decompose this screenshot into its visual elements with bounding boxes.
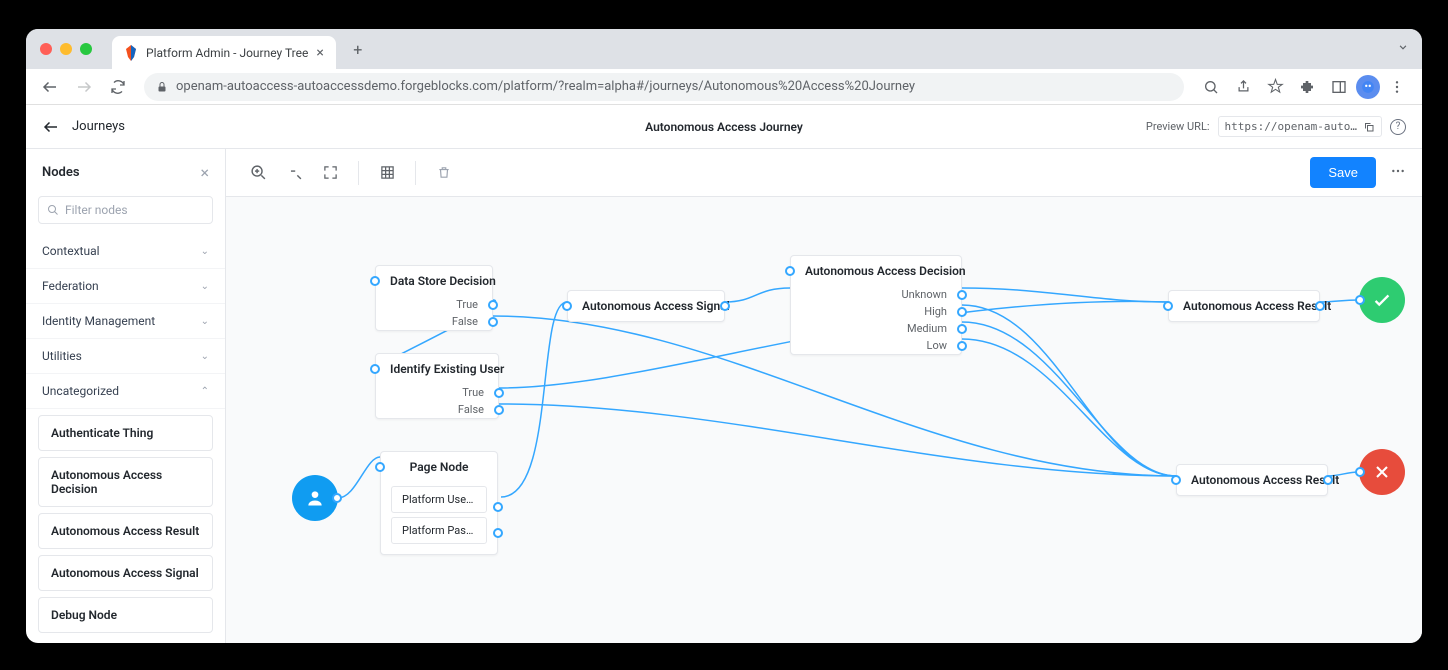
journey-title: Autonomous Access Journey: [645, 120, 803, 134]
save-button[interactable]: Save: [1310, 157, 1376, 188]
back-button[interactable]: [36, 73, 64, 101]
browser-tab[interactable]: Platform Admin - Journey Tree ×: [112, 36, 336, 69]
canvas[interactable]: Data Store DecisionTrueFalse Identify Exi…: [226, 197, 1422, 643]
back-to-journeys[interactable]: Journeys: [42, 118, 125, 136]
flow-node-data_store[interactable]: Data Store DecisionTrueFalse: [375, 265, 493, 331]
browser-window: Platform Admin - Journey Tree × + openam…: [26, 29, 1422, 643]
reload-button[interactable]: [104, 73, 132, 101]
browser-actions: [1196, 73, 1412, 101]
address-bar: openam-autoaccess-autoaccessdemo.forgebl…: [26, 69, 1422, 105]
zoom-in-button[interactable]: [242, 157, 274, 189]
canvas-area: Save: [226, 149, 1422, 643]
tab-title: Platform Admin - Journey Tree: [146, 46, 308, 60]
zoom-indicator-icon[interactable]: [1196, 73, 1226, 101]
sidebar-category[interactable]: Contextual⌄: [26, 234, 225, 269]
sidebar-node-item[interactable]: Autonomous Access Decision: [38, 457, 213, 507]
arrow-left-icon: [42, 118, 60, 136]
maximize-window-icon[interactable]: [80, 43, 92, 55]
copy-icon[interactable]: [1363, 121, 1375, 133]
tabs-dropdown-icon[interactable]: [1396, 40, 1410, 58]
url-field[interactable]: openam-autoaccess-autoaccessdemo.forgebl…: [144, 73, 1184, 101]
url-text: openam-autoaccess-autoaccessdemo.forgebl…: [176, 79, 915, 94]
filter-placeholder: Filter nodes: [65, 203, 128, 217]
grid-toggle-button[interactable]: [371, 157, 403, 189]
browser-menu-icon[interactable]: [1382, 73, 1412, 101]
flow-node-access_decision[interactable]: Autonomous Access DecisionUnknownHighMed…: [790, 255, 962, 355]
close-sidebar-icon[interactable]: ×: [200, 163, 209, 182]
sidebar-node-item[interactable]: Autonomous Access Result: [38, 513, 213, 549]
browser-tab-bar: Platform Admin - Journey Tree × +: [26, 29, 1422, 69]
failure-node[interactable]: [1359, 449, 1405, 495]
minimize-window-icon[interactable]: [60, 43, 72, 55]
sidebar-category[interactable]: Utilities⌄: [26, 339, 225, 374]
filter-nodes-input[interactable]: Filter nodes: [38, 196, 213, 224]
sidebar-node-item[interactable]: Debug Node: [38, 597, 213, 633]
bookmark-star-icon[interactable]: [1260, 73, 1290, 101]
help-icon[interactable]: ?: [1390, 119, 1406, 135]
flow-node-access_result_1[interactable]: Autonomous Access Result: [1168, 290, 1320, 322]
extensions-icon[interactable]: [1292, 73, 1322, 101]
sidebar-category[interactable]: Federation⌄: [26, 269, 225, 304]
flow-node-access_result_2[interactable]: Autonomous Access Result: [1176, 464, 1328, 496]
sidebar-node-item[interactable]: Autonomous Access Signal: [38, 555, 213, 591]
sidebar-title: Nodes: [42, 165, 80, 180]
profile-avatar[interactable]: [1356, 75, 1380, 99]
canvas-toolbar: Save: [226, 149, 1422, 197]
search-icon: [47, 204, 59, 216]
sidebar-category[interactable]: Identity Management⌄: [26, 304, 225, 339]
more-menu-icon[interactable]: [1390, 163, 1406, 183]
sidebar-node-item[interactable]: Authenticate Thing: [38, 415, 213, 451]
fit-screen-button[interactable]: [314, 157, 346, 189]
flow-node-identify_existing[interactable]: Identify Existing UserTrueFalse: [375, 353, 499, 419]
journeys-label: Journeys: [72, 119, 125, 134]
lock-icon: [156, 80, 168, 94]
close-tab-icon[interactable]: ×: [316, 45, 323, 61]
forward-button[interactable]: [70, 73, 98, 101]
preview-url-box[interactable]: https://openam-auto…: [1218, 116, 1382, 137]
success-node[interactable]: [1359, 277, 1405, 323]
new-tab-button[interactable]: +: [344, 35, 372, 63]
sidebar: Nodes × Filter nodes Contextual⌄Federati…: [26, 149, 226, 643]
flow-node-page_node[interactable]: Page NodePlatform Userna...Platform Pass…: [380, 451, 498, 555]
close-window-icon[interactable]: [40, 43, 52, 55]
zoom-out-button[interactable]: [278, 157, 310, 189]
favicon-icon: [124, 45, 138, 61]
share-icon[interactable]: [1228, 73, 1258, 101]
window-controls: [40, 43, 92, 55]
sidebar-category[interactable]: Uncategorized⌃: [26, 374, 225, 409]
side-panel-icon[interactable]: [1324, 73, 1354, 101]
delete-button[interactable]: [428, 157, 460, 189]
preview-url-text: https://openam-auto…: [1225, 120, 1357, 133]
start-node[interactable]: [292, 475, 338, 521]
flow-node-access_signal[interactable]: Autonomous Access Signal: [567, 290, 725, 322]
app-header: Journeys Autonomous Access Journey Previ…: [26, 105, 1422, 149]
preview-url-label: Preview URL:: [1146, 120, 1210, 133]
workspace: Nodes × Filter nodes Contextual⌄Federati…: [26, 149, 1422, 643]
